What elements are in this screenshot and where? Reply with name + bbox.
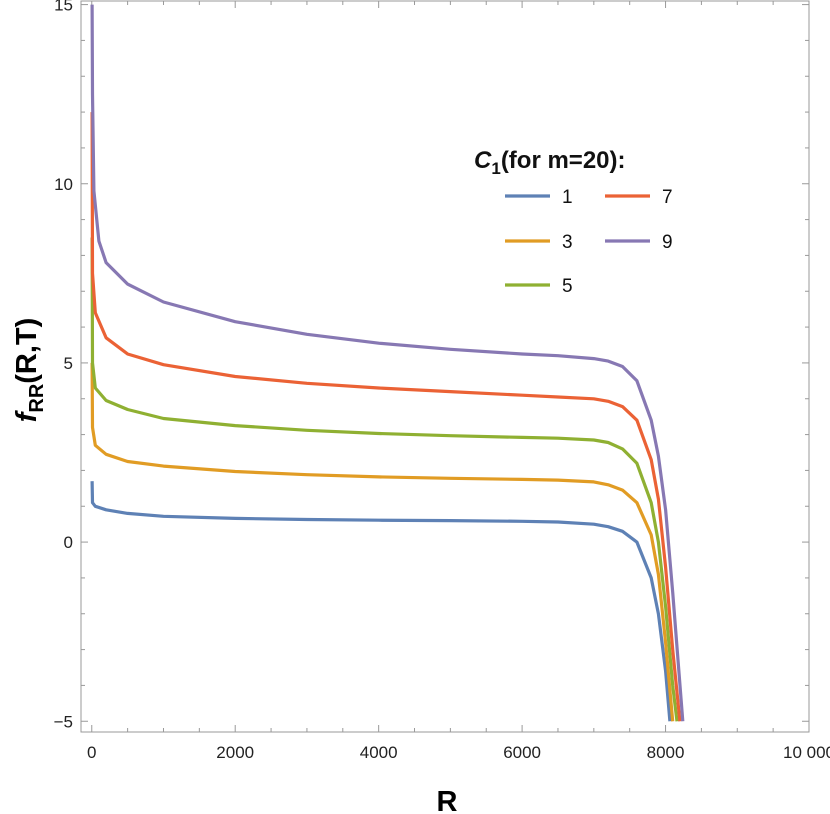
y-tick-label: 5 xyxy=(64,354,73,373)
y-tick-label: 0 xyxy=(64,533,73,552)
series-line-7 xyxy=(90,112,682,722)
x-tick-label: 0 xyxy=(87,743,96,762)
y-axis-title-args: (R,T) xyxy=(11,318,43,384)
series-line-1 xyxy=(90,481,672,722)
series-line-5 xyxy=(90,237,679,722)
legend-label-1: 1 xyxy=(562,187,573,208)
x-tick-label: 8000 xyxy=(647,743,685,762)
x-axis-title: R xyxy=(437,786,458,814)
legend-title-rest: (for m=20): xyxy=(501,147,626,174)
legend-label-3: 3 xyxy=(562,232,573,253)
legend-items: 1 3 5 7 9 xyxy=(505,187,673,297)
y-axis-title: fRR(R,T) xyxy=(11,318,48,423)
y-tick-label: −5 xyxy=(54,712,73,731)
series-line-3 xyxy=(90,362,675,722)
svg-text:fRR(R,T): fRR(R,T) xyxy=(11,318,48,423)
plot-border xyxy=(80,0,810,733)
legend-label-7: 7 xyxy=(662,187,673,208)
plot-frame xyxy=(80,0,810,733)
series-lines xyxy=(90,4,685,722)
y-tick-label: 10 xyxy=(54,175,73,194)
axis-ticks xyxy=(81,1,810,732)
series-line-9 xyxy=(90,4,685,722)
legend-title: C1(for m=20): xyxy=(474,147,626,178)
legend-title-main: C xyxy=(474,147,492,174)
legend-label-5: 5 xyxy=(562,276,573,297)
legend-title-sub: 1 xyxy=(491,159,500,178)
y-tick-label: 15 xyxy=(54,0,73,15)
x-tick-label: 6000 xyxy=(503,743,541,762)
x-tick-label: 4000 xyxy=(360,743,398,762)
x-tick-label: 10 000 xyxy=(783,743,830,762)
y-axis-title-sub: RR xyxy=(26,383,48,412)
legend-label-9: 9 xyxy=(662,232,673,253)
x-tick-label: 2000 xyxy=(216,743,254,762)
